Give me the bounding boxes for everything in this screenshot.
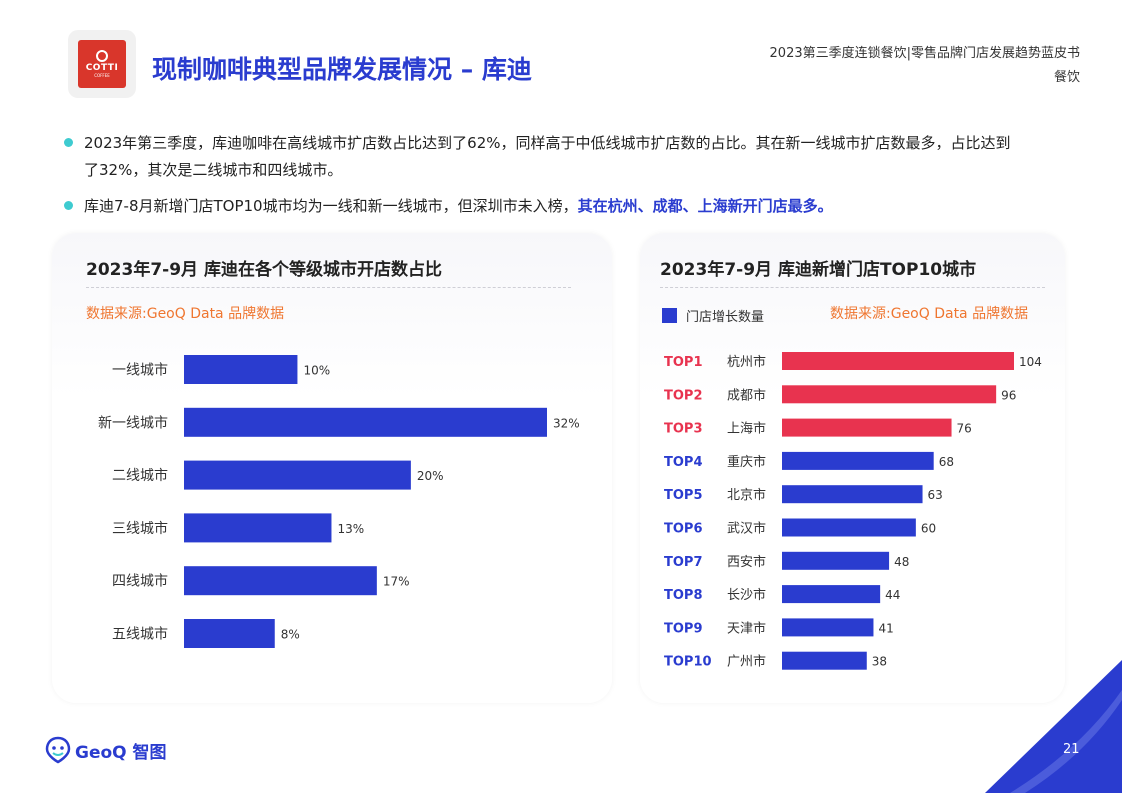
city-label: 武汉市 [727, 521, 766, 537]
bullet-text-1: 2023年第三季度，库迪咖啡在高线城市扩店数占比达到了62%，同样高于中低线城市… [84, 134, 1011, 179]
rank-label: TOP6 [664, 522, 703, 537]
data-label: 8% [281, 628, 300, 642]
city-label: 上海市 [727, 421, 766, 437]
data-label: 63 [928, 488, 943, 502]
data-label: 41 [878, 621, 893, 635]
bar [184, 355, 298, 384]
bar [184, 460, 411, 490]
rank-label: TOP9 [664, 621, 703, 636]
bullet-dot-icon [64, 138, 73, 147]
bullet-dot-icon [64, 201, 73, 210]
rank-label: TOP5 [664, 488, 703, 503]
rank-label: TOP4 [664, 455, 703, 470]
category-label: 一线城市 [112, 362, 168, 379]
data-label: 76 [957, 422, 972, 436]
top10-bar-chart: TOP1 杭州市 104 TOP2 成都市 96 TOP3 上海市 76 TOP4 重庆市 68 TOP… [664, 352, 1042, 670]
city-tier-bar-chart: 一线城市 10% 新一线城市 32% 二线城市 20% 三线城市 13% 四线城市 17% 五线城市… [98, 355, 580, 648]
logo-sub: COFFEE [94, 73, 110, 78]
bullet-highlight: 其在杭州、成都、上海新开门店最多。 [577, 197, 833, 215]
city-label: 天津市 [727, 620, 766, 636]
city-label: 广州市 [727, 654, 766, 670]
bar [782, 518, 916, 537]
page-number: 21 [1063, 742, 1080, 757]
data-source: 数据来源:GeoQ Data 品牌数据 [830, 306, 1029, 322]
logo-text: COTTI [85, 63, 119, 73]
rank-label: TOP8 [664, 588, 703, 603]
data-label: 96 [1001, 388, 1016, 402]
city-label: 北京市 [727, 487, 766, 503]
bullet-point-1: 2023年第三季度，库迪咖啡在高线城市扩店数占比达到了62%，同样高于中低线城市… [64, 130, 1024, 184]
category-label: 五线城市 [112, 626, 168, 643]
data-label: 13% [337, 522, 364, 536]
data-label: 48 [894, 555, 909, 569]
bullet-point-2: 库迪7-8月新增门店TOP10城市均为一线和新一线城市，但深圳市未入榜，其在杭州… [64, 193, 1024, 220]
category-label: 四线城市 [112, 573, 168, 590]
data-label: 17% [383, 575, 410, 589]
rank-label: TOP2 [664, 388, 703, 403]
legend-swatch [662, 308, 677, 323]
data-source: 数据来源:GeoQ Data 品牌数据 [86, 306, 285, 322]
bar [184, 619, 275, 648]
top10-panel: 2023年7-9月 库迪新增门店TOP10城市 门店增长数量 数据来源:GeoQ… [640, 233, 1065, 703]
bar [782, 451, 934, 470]
rank-label: TOP10 [664, 655, 712, 670]
data-label: 104 [1019, 355, 1042, 369]
cotti-cup-icon [96, 50, 108, 62]
doc-section: 餐饮 [1053, 70, 1080, 85]
category-label: 三线城市 [112, 520, 168, 537]
data-label: 44 [885, 588, 900, 602]
city-label: 长沙市 [727, 587, 766, 603]
bar [782, 585, 881, 604]
legend-label: 门店增长数量 [686, 310, 765, 325]
page-title: 现制咖啡典型品牌发展情况 – 库迪 [152, 55, 532, 84]
city-tier-panel: 2023年7-9月 库迪在各个等级城市开店数占比 数据来源:GeoQ Data … [52, 233, 612, 703]
bullet-text-2: 库迪7-8月新增门店TOP10城市均为一线和新一线城市，但深圳市未入榜， [84, 197, 578, 215]
data-label: 60 [921, 522, 936, 536]
footer-brand: GeoQ 智图 [75, 742, 167, 763]
data-label: 20% [417, 469, 444, 483]
bar [782, 385, 997, 404]
bar [782, 651, 867, 670]
city-label: 成都市 [727, 387, 766, 403]
category-label: 新一线城市 [98, 414, 168, 431]
divider [660, 287, 1045, 288]
city-label: 重庆市 [727, 454, 766, 470]
cotti-logo: COTTI COFFEE [68, 30, 136, 98]
bar [782, 352, 1014, 370]
data-label: 10% [303, 364, 330, 378]
top10-chart-title: 2023年7-9月 库迪新增门店TOP10城市 [660, 260, 977, 280]
bar [782, 551, 890, 570]
geoq-logo: GeoQ 智图 [45, 736, 167, 764]
rank-label: TOP7 [664, 555, 703, 570]
city-tier-chart-title: 2023年7-9月 库迪在各个等级城市开店数占比 [86, 260, 442, 280]
doc-title: 2023第三季度连锁餐饮|零售品牌门店发展趋势蓝皮书 [769, 46, 1080, 61]
bar [782, 418, 952, 437]
city-label: 西安市 [727, 554, 766, 570]
data-label: 32% [553, 416, 580, 430]
bar [782, 618, 874, 637]
geoq-pin-icon [45, 736, 71, 764]
bar [782, 485, 923, 504]
bar [184, 566, 377, 596]
data-label: 68 [939, 455, 954, 469]
bar [184, 513, 332, 543]
category-label: 二线城市 [112, 467, 168, 484]
rank-label: TOP1 [664, 355, 703, 370]
city-label: 杭州市 [727, 354, 766, 370]
data-label: 38 [872, 655, 887, 669]
chart-legend: 门店增长数量 [662, 306, 764, 325]
bar [184, 407, 547, 437]
rank-label: TOP3 [664, 422, 703, 437]
divider [86, 287, 571, 288]
